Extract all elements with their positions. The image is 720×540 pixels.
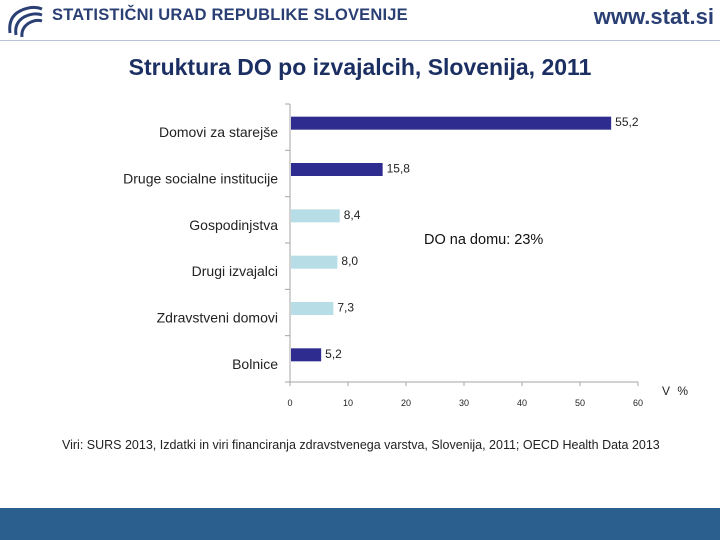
header-divider	[0, 40, 720, 41]
unit-label: V %	[662, 384, 691, 398]
category-label: Domovi za starejše	[159, 124, 278, 140]
x-tick-label: 10	[343, 398, 353, 408]
category-label: Zdravstveni domovi	[157, 310, 278, 326]
surs-logo-icon	[8, 5, 43, 38]
x-tick-label: 30	[459, 398, 469, 408]
bar	[291, 209, 340, 223]
bar	[291, 348, 322, 362]
bar	[291, 163, 383, 176]
home-care-annotation: DO na domu: 23%	[424, 232, 544, 248]
bar-value-label: 8,4	[344, 208, 361, 222]
bar-value-label: 55,2	[615, 115, 639, 129]
bar	[291, 302, 334, 315]
x-tick-label: 60	[633, 398, 643, 408]
x-tick-label: 0	[287, 398, 292, 408]
x-tick-label: 20	[401, 398, 411, 408]
category-label: Druge socialne institucije	[123, 171, 278, 187]
category-label: Drugi izvajalci	[192, 263, 278, 279]
x-tick-label: 40	[517, 398, 527, 408]
x-tick-label: 50	[575, 398, 585, 408]
bar-value-label: 5,2	[325, 347, 342, 361]
footer-bar	[0, 508, 720, 540]
bar-value-label: 7,3	[337, 301, 354, 315]
category-label: Gospodinjstva	[189, 217, 278, 233]
bar	[291, 116, 612, 130]
source-note: Viri: SURS 2013, Izdatki in viri financi…	[62, 438, 660, 452]
site-url-link[interactable]: www.stat.si	[593, 4, 714, 29]
category-label: Bolnice	[232, 356, 278, 372]
bar-value-label: 15,8	[387, 162, 411, 176]
bar-value-label: 8,0	[341, 254, 358, 268]
chart-title: Struktura DO po izvajalcih, Slovenija, 2…	[128, 54, 592, 80]
org-name: STATISTIČNI URAD REPUBLIKE SLOVENIJE	[52, 6, 408, 24]
header: STATISTIČNI URAD REPUBLIKE SLOVENIJE www…	[0, 0, 720, 42]
bar	[291, 255, 338, 269]
